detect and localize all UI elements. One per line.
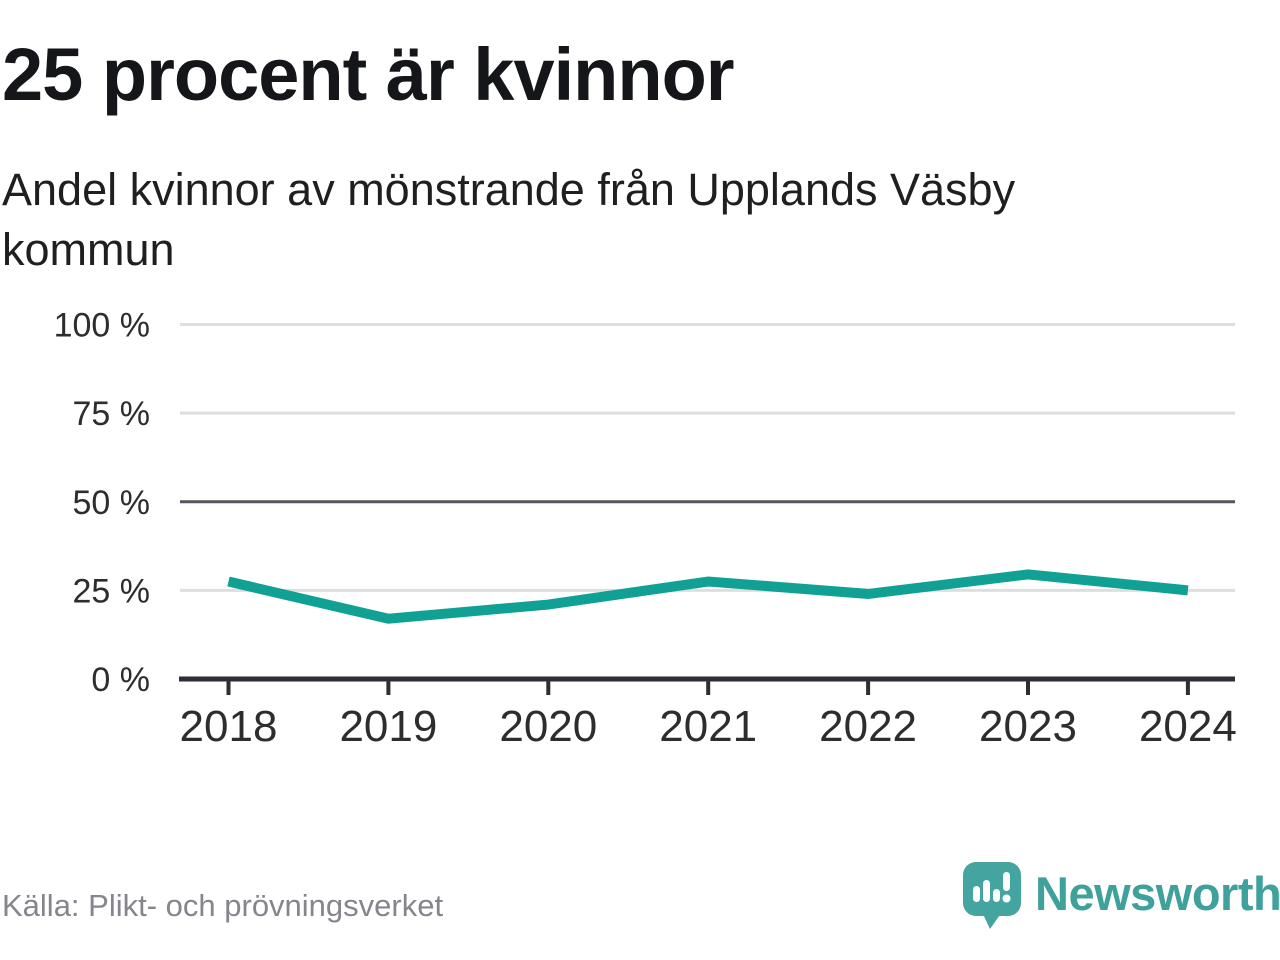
y-axis-label-75: 75 % [73,395,151,433]
chart-subtitle: Andel kvinnor av mönstrande från Uppland… [2,164,1016,275]
speech-bubble-shape [963,862,1021,929]
source-note: Källa: Plikt- och prövningsverket [2,888,444,923]
x-axis-label-2023: 2023 [979,702,1077,751]
x-axis-label-2024: 2024 [1139,702,1237,751]
bar-chart-glyph [973,872,1011,903]
newsworthy-speech-bubble-bars-icon [963,862,1021,929]
newsworthy-logo[interactable]: Newsworthy [961,858,1280,930]
x-axis-label-2018: 2018 [180,702,278,751]
x-axis-label-2019: 2019 [339,702,437,751]
y-axis-label-25: 25 % [73,572,151,610]
x-axis-label-2020: 2020 [499,702,597,751]
x-axis-label-2022: 2022 [819,702,917,751]
brand-name: Newsworthy [1035,867,1280,920]
chart-title: 25 procent är kvinnor [2,33,735,116]
data-line-andel-kvinnor [227,569,1189,624]
y-axis-label-50: 50 % [73,484,151,522]
x-axis-label-2021: 2021 [659,702,757,751]
y-axis-label-100: 100 % [54,307,150,345]
y-axis-label-0: 0 % [91,661,150,699]
